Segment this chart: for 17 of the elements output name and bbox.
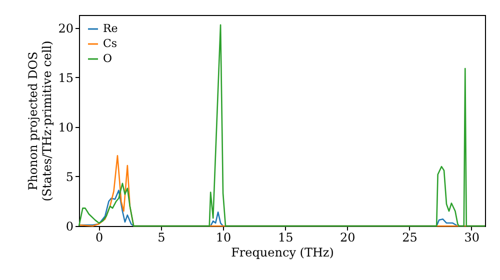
x-tick-label: 20 <box>340 230 356 244</box>
y-tick-label: 10 <box>58 120 74 134</box>
x-tick-label: 15 <box>278 230 294 244</box>
legend-label: Re <box>103 22 118 35</box>
x-tick-label: 5 <box>158 230 166 244</box>
x-axis-title: Frequency (THz) <box>231 246 334 260</box>
y-tick-label: 0 <box>66 220 74 234</box>
x-tick-label: 0 <box>96 230 104 244</box>
y-tick-label: 5 <box>66 170 74 184</box>
x-tick-label: 10 <box>216 230 232 244</box>
y-tick-label: 15 <box>58 70 74 85</box>
x-tick-label: 25 <box>402 230 418 244</box>
x-tick-label: 30 <box>464 230 480 244</box>
y-axis-title: Phonon projected DOS (States/THz·primitive cell) <box>26 40 54 202</box>
legend-label: O <box>103 52 112 65</box>
legend-label: Cs <box>103 37 118 50</box>
y-tick-label: 20 <box>58 21 74 36</box>
